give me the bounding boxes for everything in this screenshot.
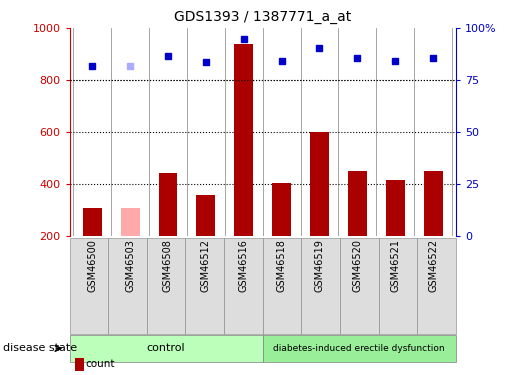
- Bar: [83, 208, 102, 236]
- Bar: [272, 183, 291, 236]
- Bar: [121, 208, 140, 236]
- Bar: [348, 171, 367, 236]
- Text: control: control: [147, 344, 185, 353]
- Text: disease state: disease state: [3, 344, 77, 353]
- Bar: [310, 132, 329, 236]
- Bar: [196, 195, 215, 236]
- Text: diabetes-induced erectile dysfunction: diabetes-induced erectile dysfunction: [273, 344, 445, 353]
- Bar: [234, 44, 253, 236]
- Bar: [386, 180, 405, 236]
- Text: count: count: [85, 359, 114, 369]
- Bar: [159, 172, 178, 236]
- Bar: [424, 171, 442, 236]
- Title: GDS1393 / 1387771_a_at: GDS1393 / 1387771_a_at: [174, 10, 351, 24]
